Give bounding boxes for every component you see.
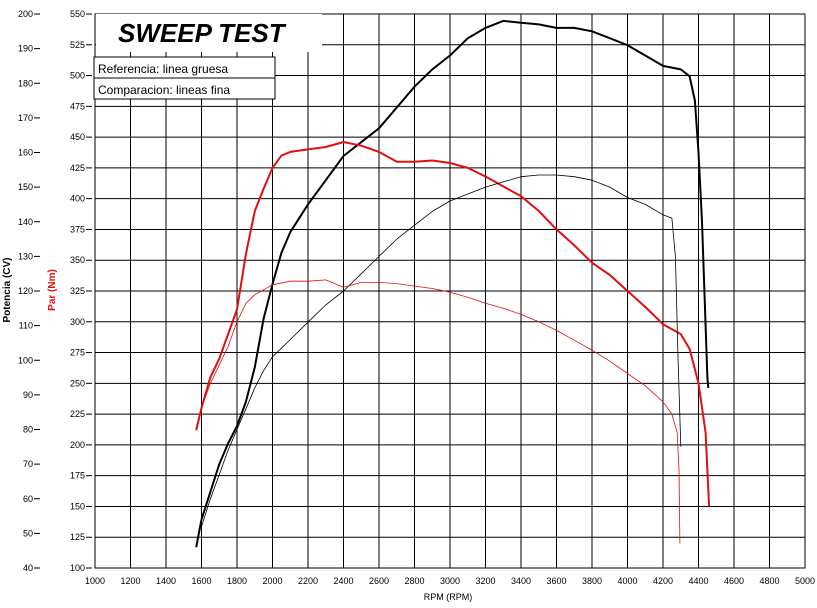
y-right-tick-label: 450	[70, 132, 85, 142]
y-left-axis: 40 50 60 70 80 90 100 110 120 130 140 150 160 170 180 1…	[18, 9, 40, 573]
series-line-1	[195, 19, 710, 548]
y-left-axis-title: Potencia (CV)	[2, 257, 13, 322]
y-left-tick-label: 170	[18, 113, 33, 123]
y-right-tick-label: 100	[70, 563, 85, 573]
y-left-tick-label: 190	[18, 44, 33, 54]
x-tick-label: 1800	[227, 576, 247, 586]
x-tick-label: 2200	[298, 576, 318, 586]
series-line-3	[201, 174, 682, 527]
x-axis: 1000 1200 1400 1600 1800 2000 2200 2400 2600 2800…	[85, 576, 815, 586]
y-right-tick-label: 400	[70, 194, 85, 204]
y-right-tick-label: 375	[70, 224, 85, 234]
legend-entry-comparison: Comparacion: lineas fina	[98, 83, 230, 97]
y-left-tick-label: 40	[23, 563, 33, 573]
x-tick-label: 2000	[262, 576, 282, 586]
x-tick-label: 3200	[475, 576, 495, 586]
y-right-tick-label: 525	[70, 40, 85, 50]
y-right-axis-title: Par (Nm)	[47, 269, 58, 311]
x-tick-label: 2400	[333, 576, 353, 586]
y-left-tick-label: 120	[18, 286, 33, 296]
x-tick-label: 3000	[440, 576, 460, 586]
y-right-tick-label: 500	[70, 71, 85, 81]
x-tick-label: 4200	[653, 576, 673, 586]
y-left-tick-label: 140	[18, 217, 33, 227]
y-right-tick-label: 225	[70, 409, 85, 419]
y-right-tick-label: 150	[70, 501, 85, 511]
y-right-tick-label: 250	[70, 378, 85, 388]
x-tick-label: 3400	[511, 576, 531, 586]
y-right-tick-label: 300	[70, 317, 85, 327]
x-tick-label: 4800	[759, 576, 779, 586]
x-tick-label: 1400	[156, 576, 176, 586]
y-left-tick-label: 180	[18, 78, 33, 88]
legend-entry-reference: Referencia: linea gruesa	[98, 62, 228, 76]
y-right-axis: 100 125 150 175 200 225 250 275 300 325 350 375 400 4…	[70, 9, 92, 573]
y-left-tick-label: 80	[23, 425, 33, 435]
y-right-tick-label: 350	[70, 255, 85, 265]
chart-title: SWEEP TEST	[118, 18, 287, 48]
x-tick-label: 3800	[582, 576, 602, 586]
x-tick-label: 1200	[120, 576, 140, 586]
x-tick-label: 5000	[795, 576, 815, 586]
y-right-tick-label: 275	[70, 348, 85, 358]
y-right-tick-label: 125	[70, 532, 85, 542]
y-right-tick-label: 475	[70, 101, 85, 111]
y-left-tick-label: 200	[18, 9, 33, 19]
x-tick-label: 4600	[724, 576, 744, 586]
y-right-tick-label: 325	[70, 286, 85, 296]
series-group	[195, 19, 711, 548]
x-axis-title: RPM (RPM)	[424, 592, 473, 602]
y-left-tick-label: 70	[23, 459, 33, 469]
y-right-tick-label: 425	[70, 163, 85, 173]
y-right-tick-label: 550	[70, 9, 85, 19]
y-right-tick-label: 175	[70, 471, 85, 481]
x-tick-label: 4400	[688, 576, 708, 586]
x-tick-label: 4000	[617, 576, 637, 586]
y-left-tick-label: 130	[18, 251, 33, 261]
series-line-2	[195, 141, 711, 507]
series-line-4	[201, 279, 681, 544]
x-tick-label: 1000	[85, 576, 105, 586]
y-left-tick-label: 160	[18, 148, 33, 158]
x-tick-label: 1600	[191, 576, 211, 586]
y-right-tick-label: 200	[70, 440, 85, 450]
y-left-tick-label: 100	[18, 355, 33, 365]
x-tick-label: 3600	[546, 576, 566, 586]
y-left-tick-label: 60	[23, 494, 33, 504]
x-tick-label: 2600	[369, 576, 389, 586]
x-tick-label: 2800	[404, 576, 424, 586]
grid-lines	[94, 13, 806, 569]
y-left-tick-label: 110	[19, 321, 33, 331]
legend: Referencia: linea gruesa Comparacion: li…	[93, 56, 276, 100]
y-left-tick-label: 50	[23, 528, 33, 538]
y-left-tick-label: 150	[18, 182, 33, 192]
title-box: SWEEP TEST	[96, 14, 322, 52]
y-left-tick-label: 90	[23, 390, 33, 400]
